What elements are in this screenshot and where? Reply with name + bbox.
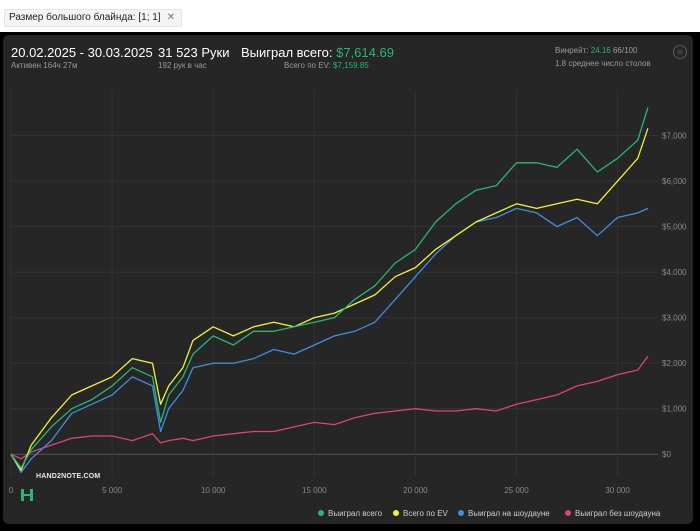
y-tick-label: $1,000 [662, 405, 687, 414]
series-line-2 [10, 207, 649, 474]
y-tick-label: $7,000 [662, 132, 687, 141]
x-tick-label: 10 000 [201, 486, 226, 495]
legend-dot [565, 510, 571, 516]
y-tick-label: $2,000 [662, 359, 687, 368]
y-tick-label: $0 [662, 450, 671, 459]
legend-label: Всего по EV [403, 509, 448, 518]
x-tick-label: 20 000 [403, 486, 428, 495]
total-won: Выиграл всего: $7,614.69 [241, 45, 394, 60]
series-line-1 [10, 128, 649, 471]
total-ev-label: Всего по EV: [284, 61, 331, 70]
x-tick-label: 25 000 [504, 486, 529, 495]
gear-icon[interactable] [673, 45, 687, 59]
total-ev-value: $7,159.85 [333, 61, 369, 70]
y-tick-label: $4,000 [662, 268, 687, 277]
x-tick-label: 5 000 [102, 486, 123, 495]
series-line-0 [10, 107, 649, 469]
results-chart[interactable]: $0 $1,000 $2,000 $3,000 $4,000 $5,000 $6,000 $7… [3, 35, 693, 524]
filter-chip-big-blind[interactable]: Размер большого блайнда: [1; 1] ✕ [4, 9, 182, 27]
x-tick-label: 0 [9, 486, 14, 495]
total-ev: Всего по EV: $7,159.85 [284, 61, 369, 70]
filter-bar: Размер большого блайнда: [1; 1] ✕ [0, 0, 700, 32]
hands-per-hour: 192 рук в час [158, 61, 207, 70]
x-tick-label: 30 000 [605, 486, 630, 495]
legend-item-showdown[interactable]: Выиграл на шоудауне [458, 509, 550, 518]
legend-dot [458, 510, 464, 516]
date-range[interactable]: 20.02.2025 - 30.03.2025 [11, 45, 153, 60]
active-time: Активен 164ч 27м [11, 61, 78, 70]
tables-average: 1.8 среднее число столов [555, 59, 651, 68]
total-won-value: $7,614.69 [336, 45, 394, 60]
close-icon[interactable]: ✕ [166, 12, 175, 23]
legend-dot [318, 510, 324, 516]
graph-panel: $0 $1,000 $2,000 $3,000 $4,000 $5,000 $6,000 $7… [0, 32, 700, 531]
total-won-label: Выиграл всего: [241, 45, 333, 60]
hands-count: 31 523 Руки [158, 45, 230, 60]
watermark: HAND2NOTE.COM [36, 473, 101, 480]
y-tick-label: $5,000 [662, 223, 687, 232]
legend-item-won[interactable]: Выиграл всего [318, 509, 382, 518]
legend-dot [393, 510, 399, 516]
legend-item-non-showdown[interactable]: Выиграл без шоудауна [565, 509, 660, 518]
y-tick-label: $6,000 [662, 177, 687, 186]
legend-item-ev[interactable]: Всего по EV [393, 509, 448, 518]
hand2note-logo-icon [21, 489, 33, 501]
legend-label: Выиграл на шоудауне [468, 509, 550, 518]
graph-card: $0 $1,000 $2,000 $3,000 $4,000 $5,000 $6,000 $7… [3, 35, 693, 524]
y-tick-label: $3,000 [662, 314, 687, 323]
winrate: Винрейт: 24.16 66/100 [555, 46, 637, 55]
winrate-suffix: 66/100 [612, 46, 638, 55]
series-line-3 [10, 355, 649, 460]
winrate-label: Винрейт: [555, 46, 589, 55]
winrate-value: 24.16 [590, 46, 611, 55]
filter-chip-label: Размер большого блайнда: [1; 1] [9, 12, 161, 23]
x-tick-label: 15 000 [302, 486, 327, 495]
legend-label: Выиграл всего [328, 509, 383, 518]
legend-label: Выиграл без шоудауна [575, 509, 661, 518]
